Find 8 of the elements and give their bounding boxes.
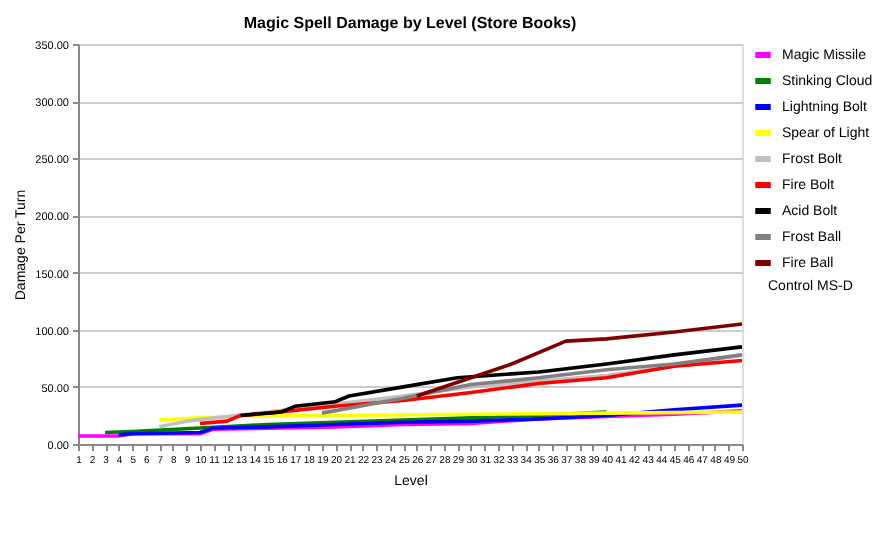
line-series xyxy=(116,403,744,437)
line-series xyxy=(103,410,609,435)
chart-title: Magic Spell Damage by Level (Store Books) xyxy=(243,14,577,32)
line-series xyxy=(414,322,744,398)
line-series xyxy=(198,358,744,426)
line-series xyxy=(320,353,744,415)
line-series xyxy=(76,409,744,438)
line-series xyxy=(238,345,744,418)
